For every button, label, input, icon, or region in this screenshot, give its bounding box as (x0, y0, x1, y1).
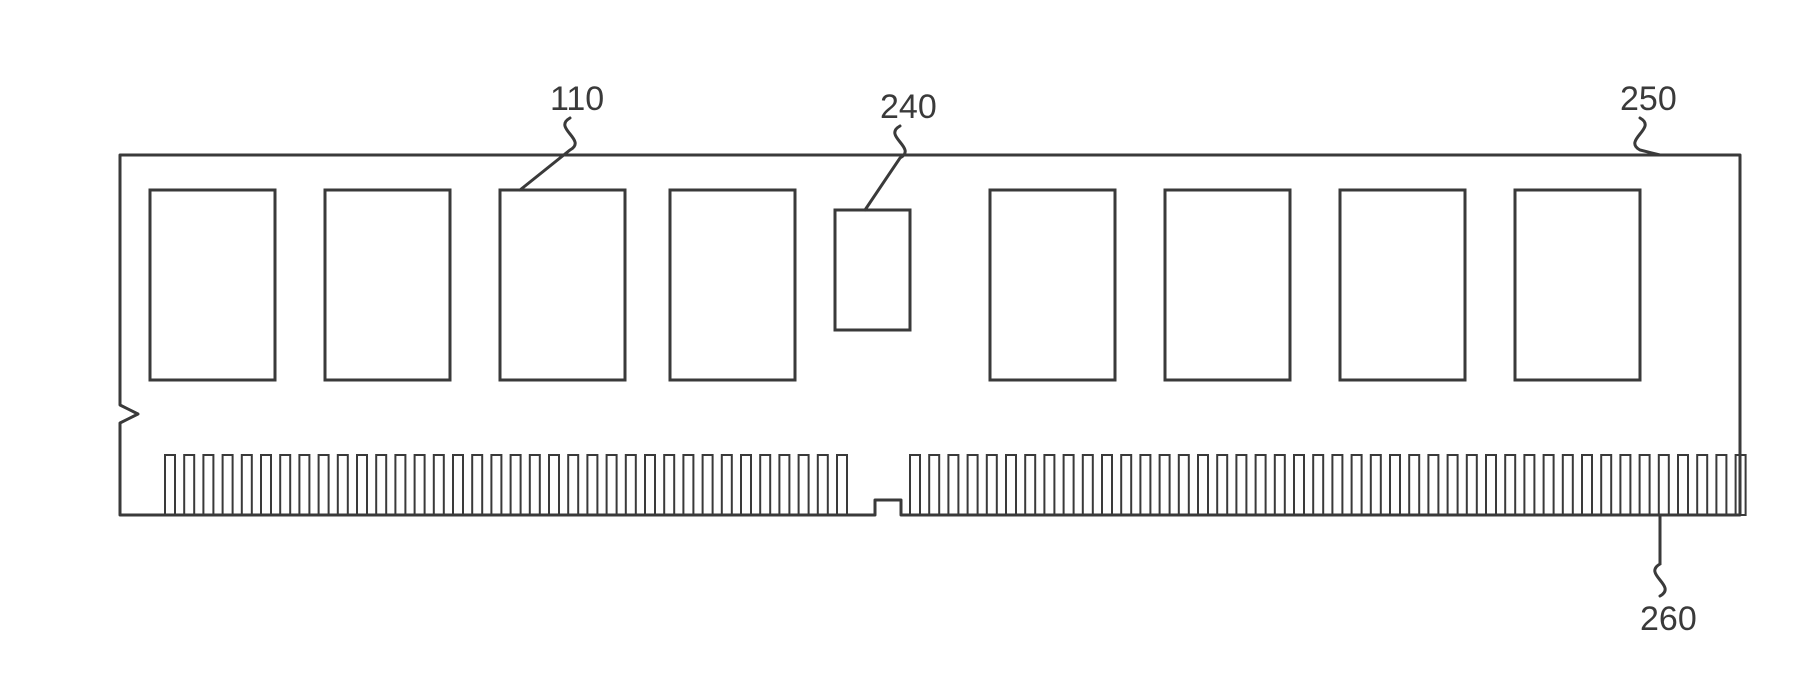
label-110: 110 (550, 80, 604, 119)
label-240: 240 (880, 88, 937, 127)
label-250: 250 (1620, 80, 1677, 119)
label-260: 260 (1640, 600, 1697, 639)
memory-module-diagram: 110 240 250 260 (20, 20, 1815, 656)
